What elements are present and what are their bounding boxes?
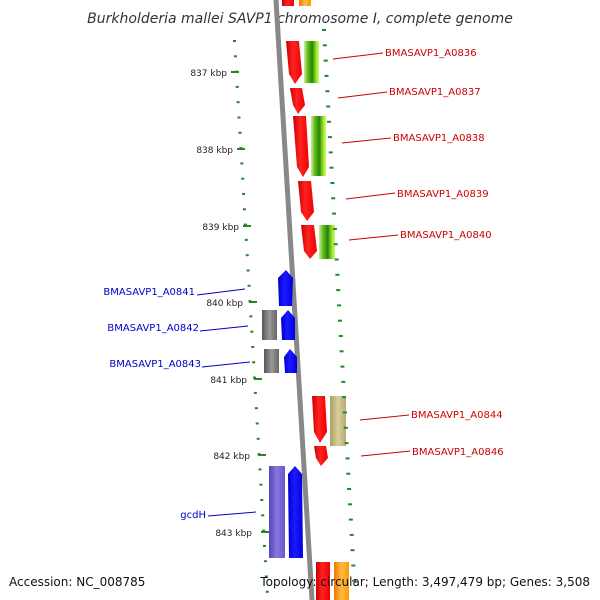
topology-text: Topology: circular; Length: 3,497,479 bp…: [259, 575, 590, 589]
gene-label-group-a0839[interactable]: BMASAVP1_A0839: [345, 189, 489, 200]
tick-label-843: 843 kbp: [215, 529, 252, 539]
accession-text: Accession: NC_008785: [9, 575, 145, 589]
gene-arrow-a0838[interactable]: [293, 116, 309, 177]
gene-label-a0840[interactable]: BMASAVP1_A0840: [400, 230, 492, 241]
gene-label-group-a0838[interactable]: BMASAVP1_A0838: [341, 133, 485, 144]
gene-arrow-gcdh[interactable]: [288, 466, 303, 558]
gene-arrow-a0837[interactable]: [290, 88, 305, 114]
gene-label-group-a0840[interactable]: BMASAVP1_A0840: [348, 230, 492, 241]
gene-label-group-a0846[interactable]: BMASAVP1_A0846: [360, 447, 504, 458]
gene-arrow-a0844[interactable]: [312, 396, 327, 443]
gene-label-gcdh[interactable]: gcdH: [180, 510, 206, 521]
gene-arrow-a0840[interactable]: [301, 225, 317, 259]
tick-label-841: 841 kbp: [210, 376, 247, 386]
gene-arrow-partial-bottom[interactable]: [316, 562, 330, 600]
cog-bar-a0838[interactable]: [311, 116, 326, 176]
gene-label-a0846[interactable]: BMASAVP1_A0846: [412, 447, 504, 458]
gene-arrow-a0841[interactable]: [278, 270, 293, 306]
cog-bar-partial-bottom[interactable]: [334, 562, 349, 600]
cog-bar-a0844[interactable]: [330, 396, 346, 446]
map-title: Burkholderia mallei SAVP1 chromosome I, …: [87, 11, 513, 27]
cog-bar-gcdh[interactable]: [269, 466, 285, 558]
scale-dots-left: [233, 40, 269, 593]
cog-bar-a0840[interactable]: [319, 225, 335, 259]
tick-label-839: 839 kbp: [202, 223, 239, 233]
gene-arrow-a0843[interactable]: [284, 349, 297, 373]
leader-line-a0841: [196, 288, 246, 296]
cog-bar-a0843[interactable]: [264, 349, 279, 373]
tick-label-837: 837 kbp: [190, 69, 227, 79]
leader-line-a0844: [359, 414, 410, 421]
leader-line-a0843: [201, 361, 251, 368]
cog-bar-a0836[interactable]: [304, 41, 319, 83]
gene-label-a0841[interactable]: BMASAVP1_A0841: [103, 287, 195, 298]
gene-label-group-a0842[interactable]: BMASAVP1_A0842: [107, 323, 249, 334]
backbone-line: [273, 0, 315, 600]
gene-arrow-a0846[interactable]: [314, 446, 328, 466]
gene-label-a0843[interactable]: BMASAVP1_A0843: [109, 359, 201, 370]
leader-line-gcdh: [207, 511, 257, 517]
gene-label-group-a0837[interactable]: BMASAVP1_A0837: [337, 87, 481, 99]
gene-label-a0836[interactable]: BMASAVP1_A0836: [385, 48, 477, 59]
gene-label-a0839[interactable]: BMASAVP1_A0839: [397, 189, 489, 200]
gene-arrow-partial-top[interactable]: [282, 0, 294, 6]
cog-bar-partial-top[interactable]: [299, 0, 311, 6]
gene-arrow-a0836[interactable]: [286, 41, 302, 84]
leader-line-a0836: [332, 52, 384, 60]
gene-arrow-a0839[interactable]: [298, 181, 314, 221]
tick-label-842: 842 kbp: [213, 452, 250, 462]
gene-arrow-a0842[interactable]: [281, 310, 295, 340]
leader-line-a0837: [337, 91, 388, 99]
gene-label-a0844[interactable]: BMASAVP1_A0844: [411, 410, 503, 421]
leader-line-a0838: [341, 137, 392, 144]
gene-label-a0838[interactable]: BMASAVP1_A0838: [393, 133, 485, 144]
gene-label-a0837[interactable]: BMASAVP1_A0837: [389, 87, 481, 98]
tick-label-838: 838 kbp: [196, 146, 233, 156]
leader-line-a0842: [199, 325, 249, 332]
leader-line-a0839: [345, 192, 396, 200]
gene-label-a0842[interactable]: BMASAVP1_A0842: [107, 323, 199, 334]
leader-line-a0840: [348, 234, 399, 241]
cog-bar-a0842[interactable]: [262, 310, 277, 340]
scale-dots-right: [322, 29, 357, 582]
tick-label-840: 840 kbp: [206, 299, 243, 309]
gene-label-group-a0844[interactable]: BMASAVP1_A0844: [359, 410, 503, 421]
gene-label-group-a0841[interactable]: BMASAVP1_A0841: [103, 287, 246, 298]
major-ticks: [231, 71, 269, 533]
gene-label-group-a0836[interactable]: BMASAVP1_A0836: [332, 48, 477, 60]
leader-line-a0846: [360, 450, 411, 457]
gene-label-group-a0843[interactable]: BMASAVP1_A0843: [109, 359, 251, 370]
gene-label-group-gcdh[interactable]: gcdH: [180, 510, 257, 521]
